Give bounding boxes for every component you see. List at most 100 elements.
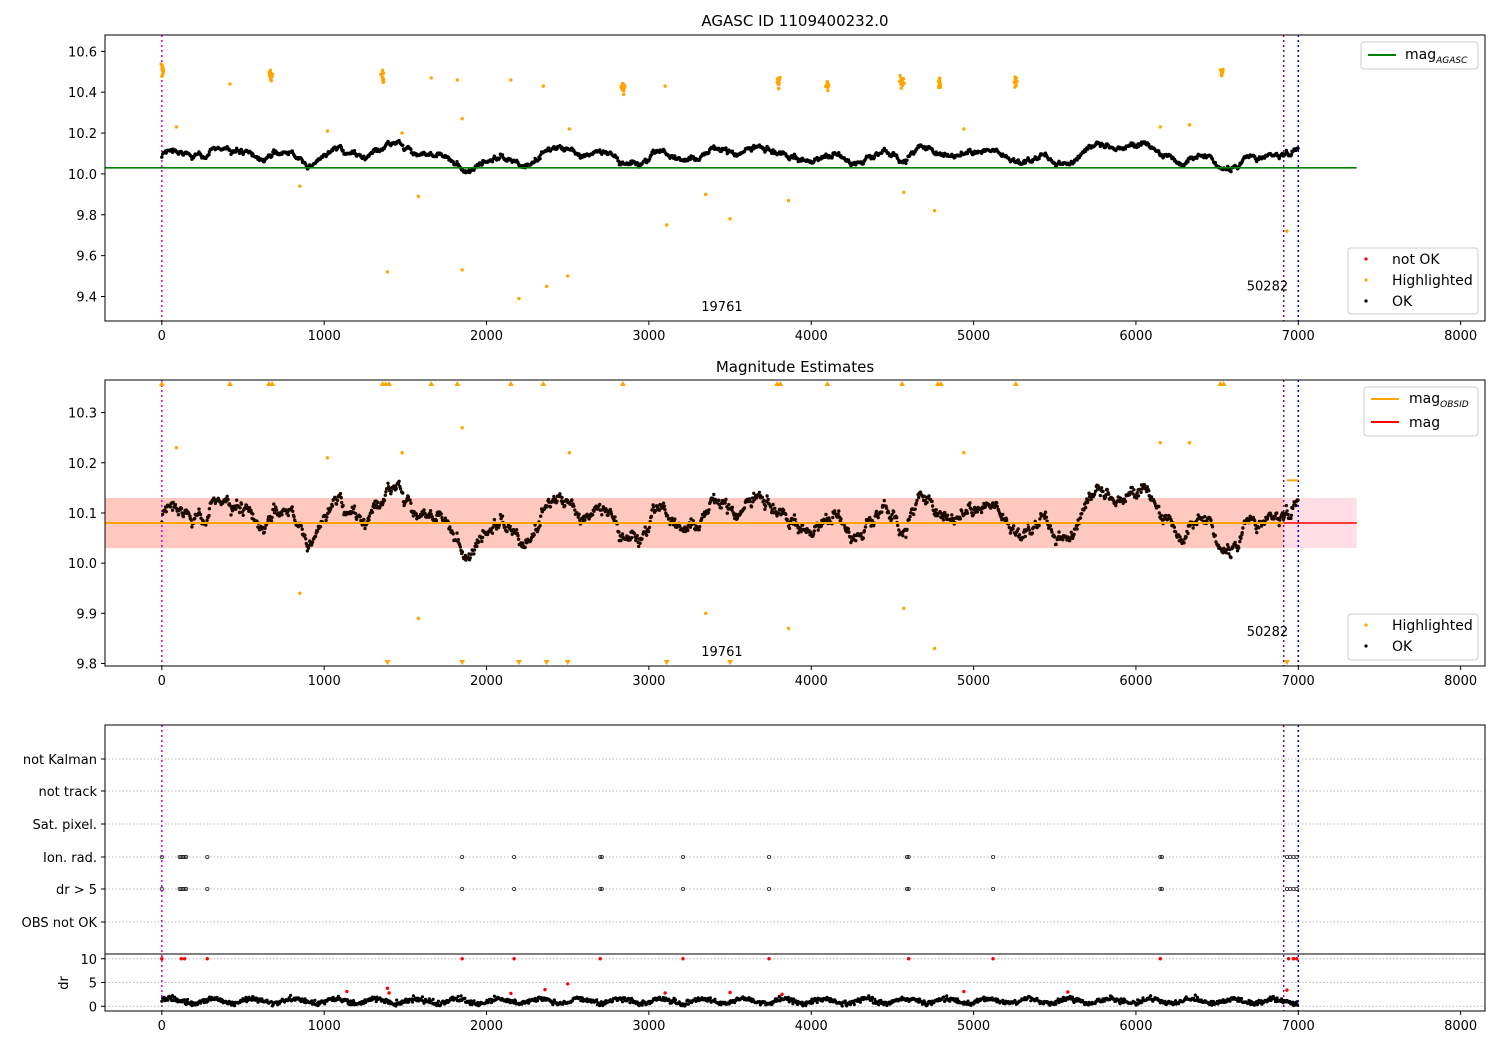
clipped-high-marker bbox=[1012, 381, 1019, 386]
dr-point bbox=[870, 998, 874, 1002]
ok-point bbox=[516, 537, 521, 541]
dr-point bbox=[972, 1002, 976, 1006]
dr-point bbox=[1195, 995, 1200, 999]
ok-point bbox=[304, 541, 308, 546]
highlighted-point bbox=[898, 73, 902, 78]
flag-point bbox=[905, 855, 910, 860]
dr-point bbox=[611, 999, 615, 1003]
ok-point bbox=[965, 151, 970, 156]
ok-point bbox=[950, 513, 954, 517]
ok-point bbox=[1159, 513, 1164, 518]
ok-point bbox=[401, 143, 405, 147]
highlighted-point bbox=[897, 79, 902, 84]
ok-point bbox=[1026, 525, 1031, 529]
ok-point bbox=[299, 524, 303, 528]
ok-point bbox=[548, 505, 553, 509]
dr-point bbox=[845, 1004, 849, 1008]
clipped-high-marker bbox=[507, 381, 514, 386]
ok-point bbox=[480, 535, 485, 540]
highlighted-point bbox=[704, 611, 708, 616]
ok-point bbox=[895, 515, 899, 520]
flag-point bbox=[767, 855, 772, 860]
dr-point bbox=[870, 995, 875, 1000]
dr-point bbox=[786, 995, 791, 999]
ok-point bbox=[179, 506, 184, 511]
clipped-low-marker bbox=[727, 660, 734, 665]
ok-point bbox=[516, 534, 520, 538]
dr-point bbox=[734, 998, 738, 1003]
ok-point bbox=[765, 494, 769, 498]
ok-point bbox=[389, 489, 393, 494]
ok-point bbox=[414, 512, 418, 516]
dr-point bbox=[1102, 999, 1106, 1003]
not-ok-legend-label: not OK bbox=[1392, 252, 1440, 268]
ok-point bbox=[590, 513, 595, 517]
ok-point bbox=[310, 540, 315, 544]
y-tick-label: 10.0 bbox=[68, 168, 97, 183]
highlighted-point bbox=[825, 82, 829, 87]
dr-point bbox=[427, 997, 431, 1001]
dr-point bbox=[804, 1004, 808, 1008]
dr-point bbox=[323, 1002, 327, 1006]
ok-point bbox=[833, 509, 837, 513]
highlighted-point bbox=[704, 192, 708, 197]
ok-point bbox=[798, 527, 803, 531]
mag-obsid-legend-label: magOBSID bbox=[1409, 391, 1469, 410]
highlighted-point bbox=[621, 84, 625, 88]
ok-point bbox=[1103, 495, 1108, 499]
dr-point bbox=[431, 997, 435, 1002]
ok-point bbox=[1231, 545, 1235, 550]
ok-point bbox=[619, 538, 623, 543]
ok-point bbox=[918, 490, 923, 494]
highlighted-point bbox=[460, 425, 464, 430]
dr-point bbox=[667, 998, 672, 1002]
highlighted-point bbox=[786, 198, 791, 203]
highlighted-point bbox=[825, 79, 829, 84]
dr-point bbox=[815, 1000, 819, 1005]
ok-point bbox=[1044, 515, 1049, 519]
clipped-low-marker bbox=[516, 660, 522, 665]
ok-point bbox=[497, 523, 501, 527]
ok-point bbox=[472, 548, 477, 552]
ok-point bbox=[941, 518, 946, 522]
ok-point bbox=[263, 526, 267, 530]
dr-point bbox=[233, 1004, 237, 1008]
dr-point bbox=[265, 998, 269, 1002]
ok-point bbox=[601, 505, 605, 509]
dr-point bbox=[811, 1001, 815, 1005]
ok-point bbox=[570, 498, 574, 502]
x-tick-label: 0 bbox=[158, 329, 166, 344]
x-tick-label: 3000 bbox=[632, 674, 665, 689]
ok-point bbox=[422, 508, 426, 512]
flag-point bbox=[991, 855, 996, 860]
ok-point bbox=[318, 525, 323, 529]
ok-point bbox=[1221, 551, 1225, 555]
ok-point bbox=[615, 156, 619, 160]
highlighted-point bbox=[620, 81, 625, 86]
ok-point bbox=[1210, 525, 1215, 529]
ok-point bbox=[637, 544, 641, 549]
ok-point bbox=[409, 147, 413, 152]
highlighted-point bbox=[509, 78, 513, 82]
ok-point bbox=[992, 505, 997, 510]
dr-point bbox=[420, 995, 425, 999]
highlighted-point bbox=[1187, 441, 1192, 445]
ok-point bbox=[1098, 493, 1103, 498]
dr-point bbox=[948, 999, 952, 1003]
flag-point bbox=[680, 887, 685, 892]
flag-point bbox=[598, 855, 603, 860]
dr-point bbox=[289, 993, 293, 998]
ok-point bbox=[914, 501, 918, 505]
ok-point bbox=[766, 497, 770, 502]
clipped-high-marker bbox=[1220, 381, 1227, 386]
highlighted-point bbox=[460, 268, 464, 272]
ok-point bbox=[600, 513, 604, 517]
ok-point bbox=[792, 513, 797, 517]
clipped-high-marker bbox=[269, 381, 276, 386]
ok-point bbox=[1099, 486, 1104, 490]
ok-point bbox=[237, 510, 242, 515]
highlighted-point bbox=[901, 76, 906, 81]
highlighted-point bbox=[1013, 75, 1017, 79]
x-tick-label: 8000 bbox=[1444, 674, 1477, 689]
ok-point bbox=[207, 152, 211, 157]
